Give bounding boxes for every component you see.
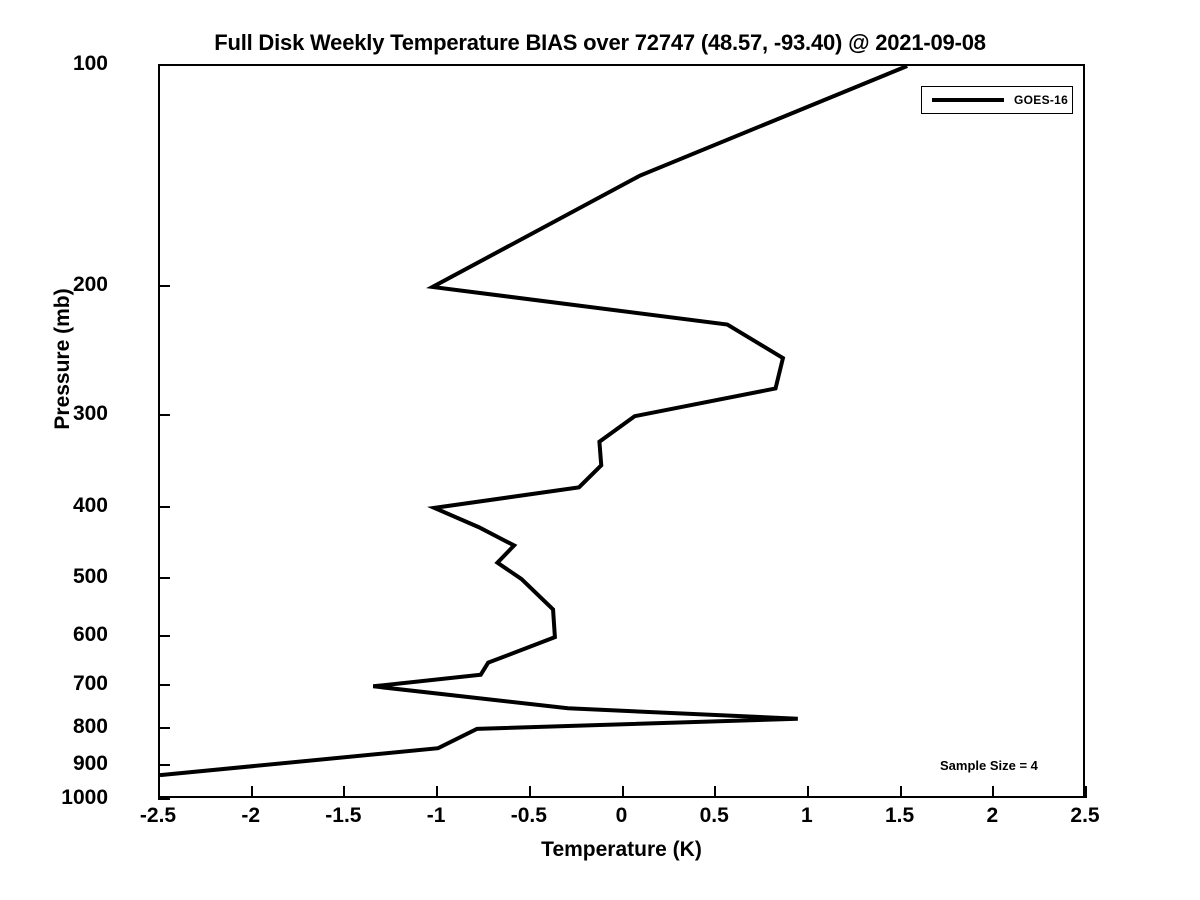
legend-line-swatch: [932, 98, 1004, 102]
legend-label-goes16: GOES-16: [1014, 93, 1069, 107]
y-tick-label: 1000: [61, 786, 108, 809]
y-tick-mark: [158, 414, 170, 417]
y-tick-label: 100: [72, 52, 108, 75]
x-tick-label: 1: [801, 804, 813, 827]
y-tick-mark: [158, 505, 170, 508]
y-tick-mark: [158, 726, 170, 729]
data-line-svg: [160, 66, 908, 778]
y-tick-mark: [158, 284, 170, 287]
x-tick-label: 2: [986, 804, 999, 827]
y-tick-mark: [158, 764, 170, 767]
x-tick-label: -2: [241, 804, 261, 827]
y-tick-label: 800: [72, 714, 108, 738]
y-tick-mark: [158, 798, 170, 800]
y-tick-label: 600: [72, 623, 108, 647]
x-tick-label: -2.5: [139, 804, 177, 827]
sample-size-annotation: Sample Size = 4: [940, 758, 1038, 773]
x-axis-label: Temperature (K): [541, 838, 702, 861]
x-tick-mark: [992, 786, 995, 798]
x-tick-mark: [806, 786, 809, 798]
chart-title: Full Disk Weekly Temperature BIAS over 7…: [214, 30, 986, 55]
x-tick-mark: [714, 786, 717, 798]
plot-area: [158, 64, 1085, 798]
x-tick-mark: [528, 786, 531, 798]
y-tick-label: 900: [72, 752, 108, 776]
x-tick-mark: [343, 786, 346, 798]
x-tick-label: -0.5: [510, 804, 547, 827]
y-tick-label: 400: [72, 493, 108, 517]
chart-legend[interactable]: GOES-16: [921, 86, 1073, 114]
series-line-goes16: [160, 66, 908, 778]
y-tick-label: 700: [72, 672, 108, 696]
x-tick-mark: [621, 786, 624, 798]
x-tick-mark: [250, 786, 253, 798]
x-tick-label: 1.5: [884, 804, 915, 827]
y-tick-label: 500: [72, 565, 108, 589]
x-tick-mark: [436, 786, 439, 798]
x-tick-label: -1: [426, 804, 446, 827]
y-tick-label: 300: [72, 402, 108, 426]
x-tick-mark: [899, 786, 902, 798]
y-axis-label: Pressure (mb): [51, 288, 74, 430]
y-tick-mark: [158, 577, 170, 580]
x-tick-label: 2.5: [1070, 804, 1100, 827]
x-tick-label: 0.5: [699, 804, 729, 827]
x-tick-label: -1.5: [325, 804, 362, 827]
y-tick-mark: [158, 635, 170, 638]
x-tick-label: 0: [615, 804, 628, 827]
x-tick-mark: [1085, 786, 1087, 798]
y-tick-mark: [158, 684, 170, 687]
y-tick-label: 200: [72, 272, 108, 296]
